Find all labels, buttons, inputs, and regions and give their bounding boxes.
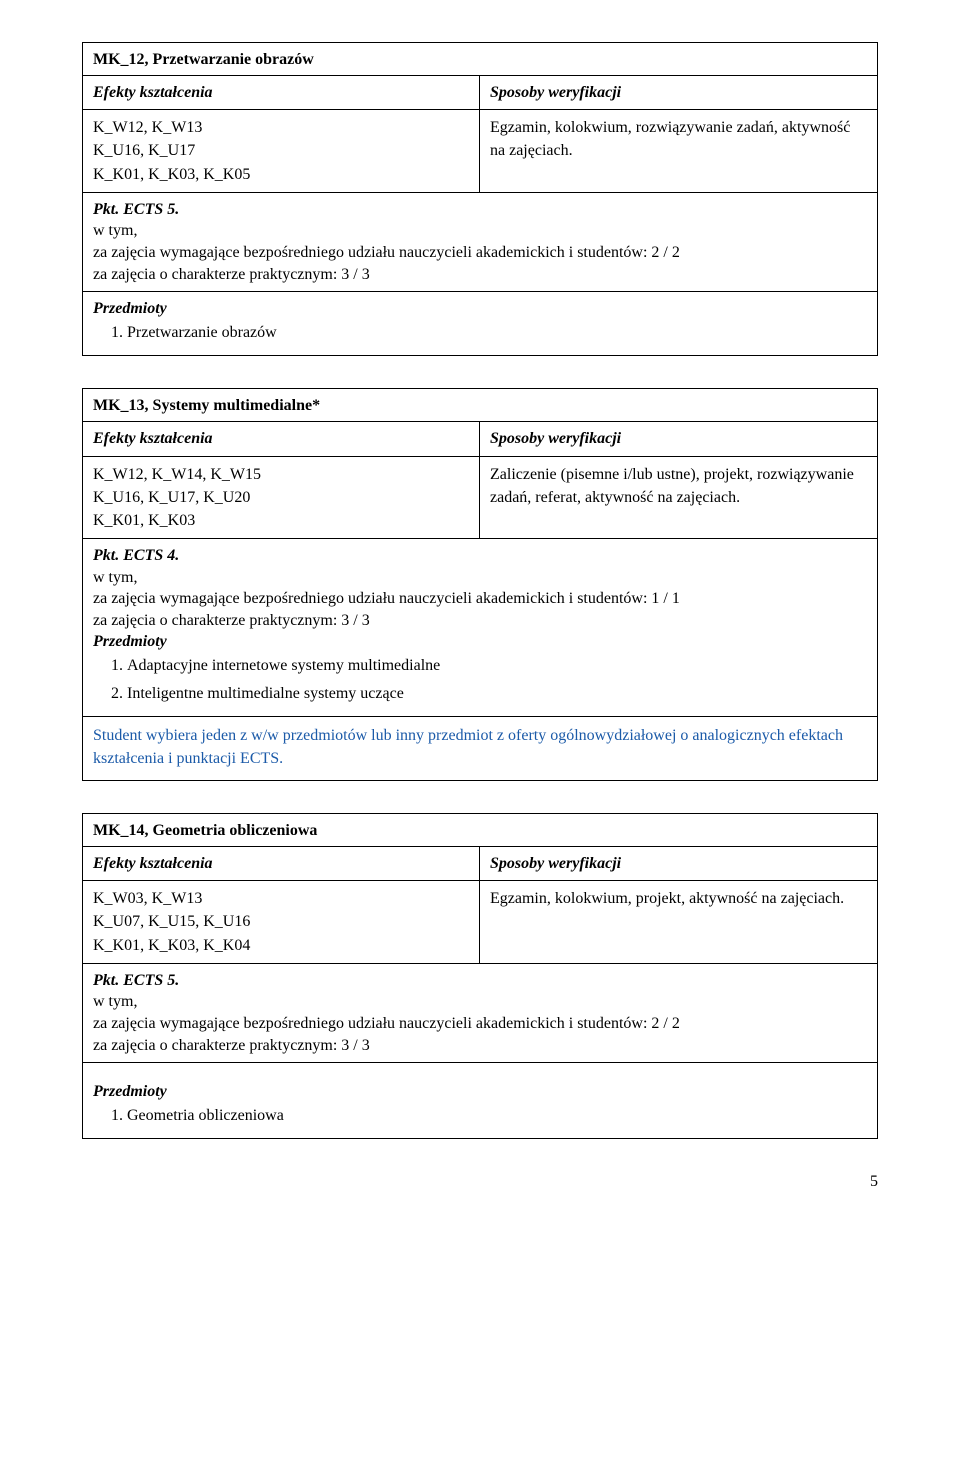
przedmioty-header: Przedmioty: [93, 631, 867, 653]
module-mk12: MK_12, Przetwarzanie obrazów Efekty kszt…: [82, 42, 878, 356]
efekty-line: K_U16, K_U17: [93, 139, 469, 162]
efekty-line: K_W12, K_W13: [93, 116, 469, 139]
wtym-line: w tym,: [93, 220, 867, 242]
sposoby-header: Sposoby weryfikacji: [480, 422, 877, 456]
wtym-line: w tym,: [93, 991, 867, 1013]
module-mk14: MK_14, Geometria obliczeniowa Efekty ksz…: [82, 813, 878, 1139]
efekty-line: K_U16, K_U17, K_U20: [93, 486, 469, 509]
przedmioty-cell: Przedmioty Przetwarzanie obrazów: [83, 292, 877, 355]
przedmioty-header: Przedmioty: [93, 298, 867, 320]
ects-cell: Pkt. ECTS 5. w tym, za zajęcia wymagając…: [83, 193, 877, 292]
ects-cell: Pkt. ECTS 5. w tym, za zajęcia wymagając…: [83, 964, 877, 1063]
efekty-header: Efekty kształcenia: [83, 76, 480, 110]
efekty-header: Efekty kształcenia: [83, 422, 480, 456]
list-item: Adaptacyjne internetowe systemy multimed…: [127, 655, 867, 683]
sposoby-header: Sposoby weryfikacji: [480, 847, 877, 881]
przedmioty-list: Przetwarzanie obrazów: [93, 322, 867, 350]
body-row: K_W12, K_W14, K_W15 K_U16, K_U17, K_U20 …: [83, 457, 877, 540]
page-number: 5: [82, 1171, 878, 1193]
wtym-line: w tym,: [93, 567, 867, 589]
efekty-cell: K_W12, K_W14, K_W15 K_U16, K_U17, K_U20 …: [83, 457, 480, 539]
efekty-cell: K_W12, K_W13 K_U16, K_U17 K_K01, K_K03, …: [83, 110, 480, 192]
zajecia-line: za zajęcia wymagające bezpośredniego udz…: [93, 1013, 867, 1035]
przedmioty-cell: Przedmioty Geometria obliczeniowa: [83, 1063, 877, 1138]
zajecia-line: za zajęcia o charakterze praktycznym: 3 …: [93, 264, 867, 286]
ects-line: Pkt. ECTS 5.: [93, 199, 867, 221]
student-note: Student wybiera jeden z w/w przedmiotów …: [83, 717, 877, 780]
efekty-line: K_U07, K_U15, K_U16: [93, 910, 469, 933]
module-title: MK_14, Geometria obliczeniowa: [83, 814, 877, 847]
sposoby-cell: Egzamin, kolokwium, rozwiązywanie zadań,…: [480, 110, 877, 192]
list-item: Inteligentne multimedialne systemy ucząc…: [127, 683, 867, 711]
list-item: Przetwarzanie obrazów: [127, 322, 867, 350]
przedmioty-header: Przedmioty: [93, 1081, 867, 1103]
efekty-line: K_K01, K_K03, K_K05: [93, 163, 469, 186]
ects-line: Pkt. ECTS 5.: [93, 970, 867, 992]
body-row: K_W12, K_W13 K_U16, K_U17 K_K01, K_K03, …: [83, 110, 877, 193]
efekty-line: K_K01, K_K03, K_K04: [93, 934, 469, 957]
zajecia-line: za zajęcia wymagające bezpośredniego udz…: [93, 588, 867, 610]
module-title: MK_13, Systemy multimedialne*: [83, 389, 877, 422]
ects-przedmioty-cell: Pkt. ECTS 4. w tym, za zajęcia wymagając…: [83, 539, 877, 717]
zajecia-line: za zajęcia wymagające bezpośredniego udz…: [93, 242, 867, 264]
ects-line: Pkt. ECTS 4.: [93, 545, 867, 567]
sposoby-cell: Egzamin, kolokwium, projekt, aktywność n…: [480, 881, 877, 963]
efekty-header: Efekty kształcenia: [83, 847, 480, 881]
przedmioty-list: Adaptacyjne internetowe systemy multimed…: [93, 655, 867, 710]
header-row: Efekty kształcenia Sposoby weryfikacji: [83, 76, 877, 111]
module-mk13: MK_13, Systemy multimedialne* Efekty ksz…: [82, 388, 878, 781]
efekty-line: K_W03, K_W13: [93, 887, 469, 910]
efekty-cell: K_W03, K_W13 K_U07, K_U15, K_U16 K_K01, …: [83, 881, 480, 963]
sposoby-cell: Zaliczenie (pisemne i/lub ustne), projek…: [480, 457, 877, 539]
przedmioty-list: Geometria obliczeniowa: [93, 1105, 867, 1133]
zajecia-line: za zajęcia o charakterze praktycznym: 3 …: [93, 1035, 867, 1057]
efekty-line: K_K01, K_K03: [93, 509, 469, 532]
header-row: Efekty kształcenia Sposoby weryfikacji: [83, 422, 877, 457]
list-item: Geometria obliczeniowa: [127, 1105, 867, 1133]
zajecia-line: za zajęcia o charakterze praktycznym: 3 …: [93, 610, 867, 632]
body-row: K_W03, K_W13 K_U07, K_U15, K_U16 K_K01, …: [83, 881, 877, 964]
header-row: Efekty kształcenia Sposoby weryfikacji: [83, 847, 877, 882]
efekty-line: K_W12, K_W14, K_W15: [93, 463, 469, 486]
sposoby-header: Sposoby weryfikacji: [480, 76, 877, 110]
module-title: MK_12, Przetwarzanie obrazów: [83, 43, 877, 76]
